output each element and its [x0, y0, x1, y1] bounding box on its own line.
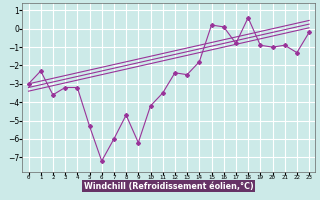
X-axis label: Windchill (Refroidissement éolien,°C): Windchill (Refroidissement éolien,°C): [84, 182, 254, 191]
